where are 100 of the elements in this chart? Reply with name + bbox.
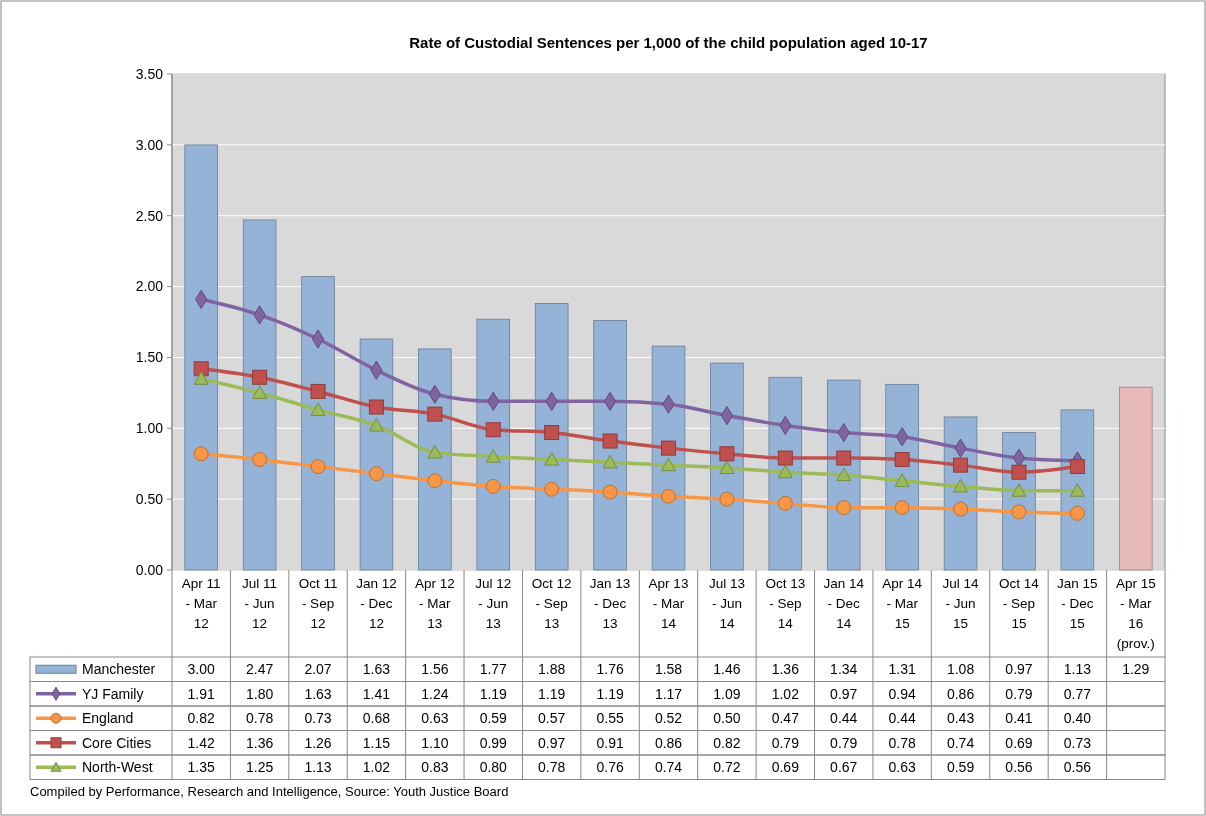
point (777, 464, 793, 479)
point (485, 422, 501, 438)
x-tick-label: Jul 13 - Jun 14 (708, 576, 745, 631)
data-label: 0.68 (362, 710, 391, 727)
data-label: 1.09 (713, 685, 741, 702)
data-label: 1.25 (245, 759, 274, 776)
data-label: 3.00 (187, 661, 216, 678)
data-label: 0.74 (654, 759, 683, 776)
point (310, 459, 326, 475)
data-label: 0.76 (596, 759, 624, 776)
data-label: 0.69 (1005, 734, 1033, 751)
data-label: 0.77 (1063, 685, 1092, 702)
data-label: 0.79 (830, 734, 858, 751)
data-label: 0.52 (654, 710, 683, 727)
y-tick-label: 2.50 (135, 207, 164, 224)
data-label: 0.63 (888, 759, 916, 776)
point (719, 491, 735, 507)
point (427, 473, 443, 489)
point (485, 478, 501, 494)
legend-label: North-West (82, 759, 153, 776)
data-label: 1.02 (771, 685, 800, 702)
data-label: 0.80 (479, 759, 508, 776)
data-label: 0.72 (713, 759, 741, 776)
data-label: 1.91 (187, 685, 216, 702)
y-tick-label: 1.00 (135, 420, 164, 437)
data-label: 1.42 (187, 734, 216, 751)
point (1011, 504, 1027, 520)
chart-title: Rate of Custodial Sentences per 1,000 of the child population aged 10-17 (409, 34, 928, 51)
data-label: 0.94 (888, 685, 916, 702)
data-label: 1.02 (362, 759, 391, 776)
data-label: 0.78 (888, 734, 916, 751)
legend-label: Core Cities (82, 734, 152, 751)
data-label: 0.56 (1063, 759, 1092, 776)
x-tick-label: Jan 14 - Dec 14 (823, 576, 865, 631)
point (777, 495, 793, 511)
data-label: 1.26 (304, 734, 332, 751)
point (602, 484, 618, 500)
point (544, 451, 560, 466)
y-tick-label: 2.00 (135, 278, 164, 295)
data-label: 1.63 (362, 661, 391, 678)
point (661, 488, 676, 504)
point (953, 478, 969, 493)
data-label: 1.19 (538, 685, 566, 702)
data-label: 0.99 (479, 734, 508, 751)
y-tick-label: 3.00 (135, 136, 164, 153)
point (719, 460, 735, 475)
point (368, 466, 384, 482)
data-label: 0.55 (596, 710, 624, 727)
point (1069, 459, 1085, 475)
point (602, 454, 618, 469)
bar (242, 219, 277, 571)
point (311, 329, 325, 349)
point (368, 417, 384, 432)
x-tick-label: Apr 11 - Mar 12 (181, 576, 221, 631)
point (777, 450, 793, 466)
y-tick-label: 0.00 (135, 561, 164, 578)
point (193, 371, 209, 385)
point (427, 444, 443, 459)
x-tick-label: Apr 15 - Mar 16 (prov.) (1115, 576, 1156, 651)
data-label: 0.57 (538, 710, 566, 727)
data-label: 1.46 (713, 661, 741, 678)
point (193, 361, 209, 377)
data-label: 1.31 (888, 661, 916, 678)
point (310, 383, 326, 399)
point (953, 501, 969, 517)
point (368, 399, 384, 415)
point (252, 369, 268, 385)
legend-label: England (82, 710, 134, 727)
data-label: 0.73 (304, 710, 332, 727)
data-label: 0.79 (1005, 685, 1033, 702)
x-tick-label: Jan 12 - Dec 12 (356, 576, 397, 631)
data-label: 0.86 (946, 685, 975, 702)
point (544, 481, 560, 497)
x-tick-label: Jan 15 - Dec 15 (1057, 576, 1098, 631)
point (1069, 505, 1085, 521)
point (719, 446, 735, 462)
data-label: 1.56 (421, 661, 449, 678)
x-tick-label: Jul 12 - Jun 13 (475, 576, 512, 631)
data-label: 2.07 (304, 661, 332, 678)
data-label: 1.10 (421, 734, 449, 751)
point (427, 406, 443, 422)
point (953, 457, 969, 473)
point (894, 451, 910, 467)
x-tick-label: Apr 14 - Mar 15 (882, 576, 923, 631)
data-label: 0.78 (538, 759, 566, 776)
data-label: 0.47 (771, 710, 800, 727)
data-label: 0.43 (946, 710, 975, 727)
data-label: 1.76 (596, 661, 624, 678)
text: Compiled by Performance, Research and Intelligence, Source: Youth Justice Board (30, 783, 509, 799)
point (193, 446, 209, 462)
data-label: 0.97 (1005, 661, 1033, 678)
point (836, 467, 852, 482)
y-tick-label: 1.50 (135, 349, 164, 366)
point (1069, 483, 1085, 497)
data-label: 0.41 (1005, 710, 1033, 727)
data-label: 1.58 (654, 661, 683, 678)
data-label: 0.63 (421, 710, 449, 727)
data-label: 1.35 (187, 759, 216, 776)
data-label: 0.56 (1005, 759, 1033, 776)
y-tick-label: 3.50 (135, 65, 164, 82)
